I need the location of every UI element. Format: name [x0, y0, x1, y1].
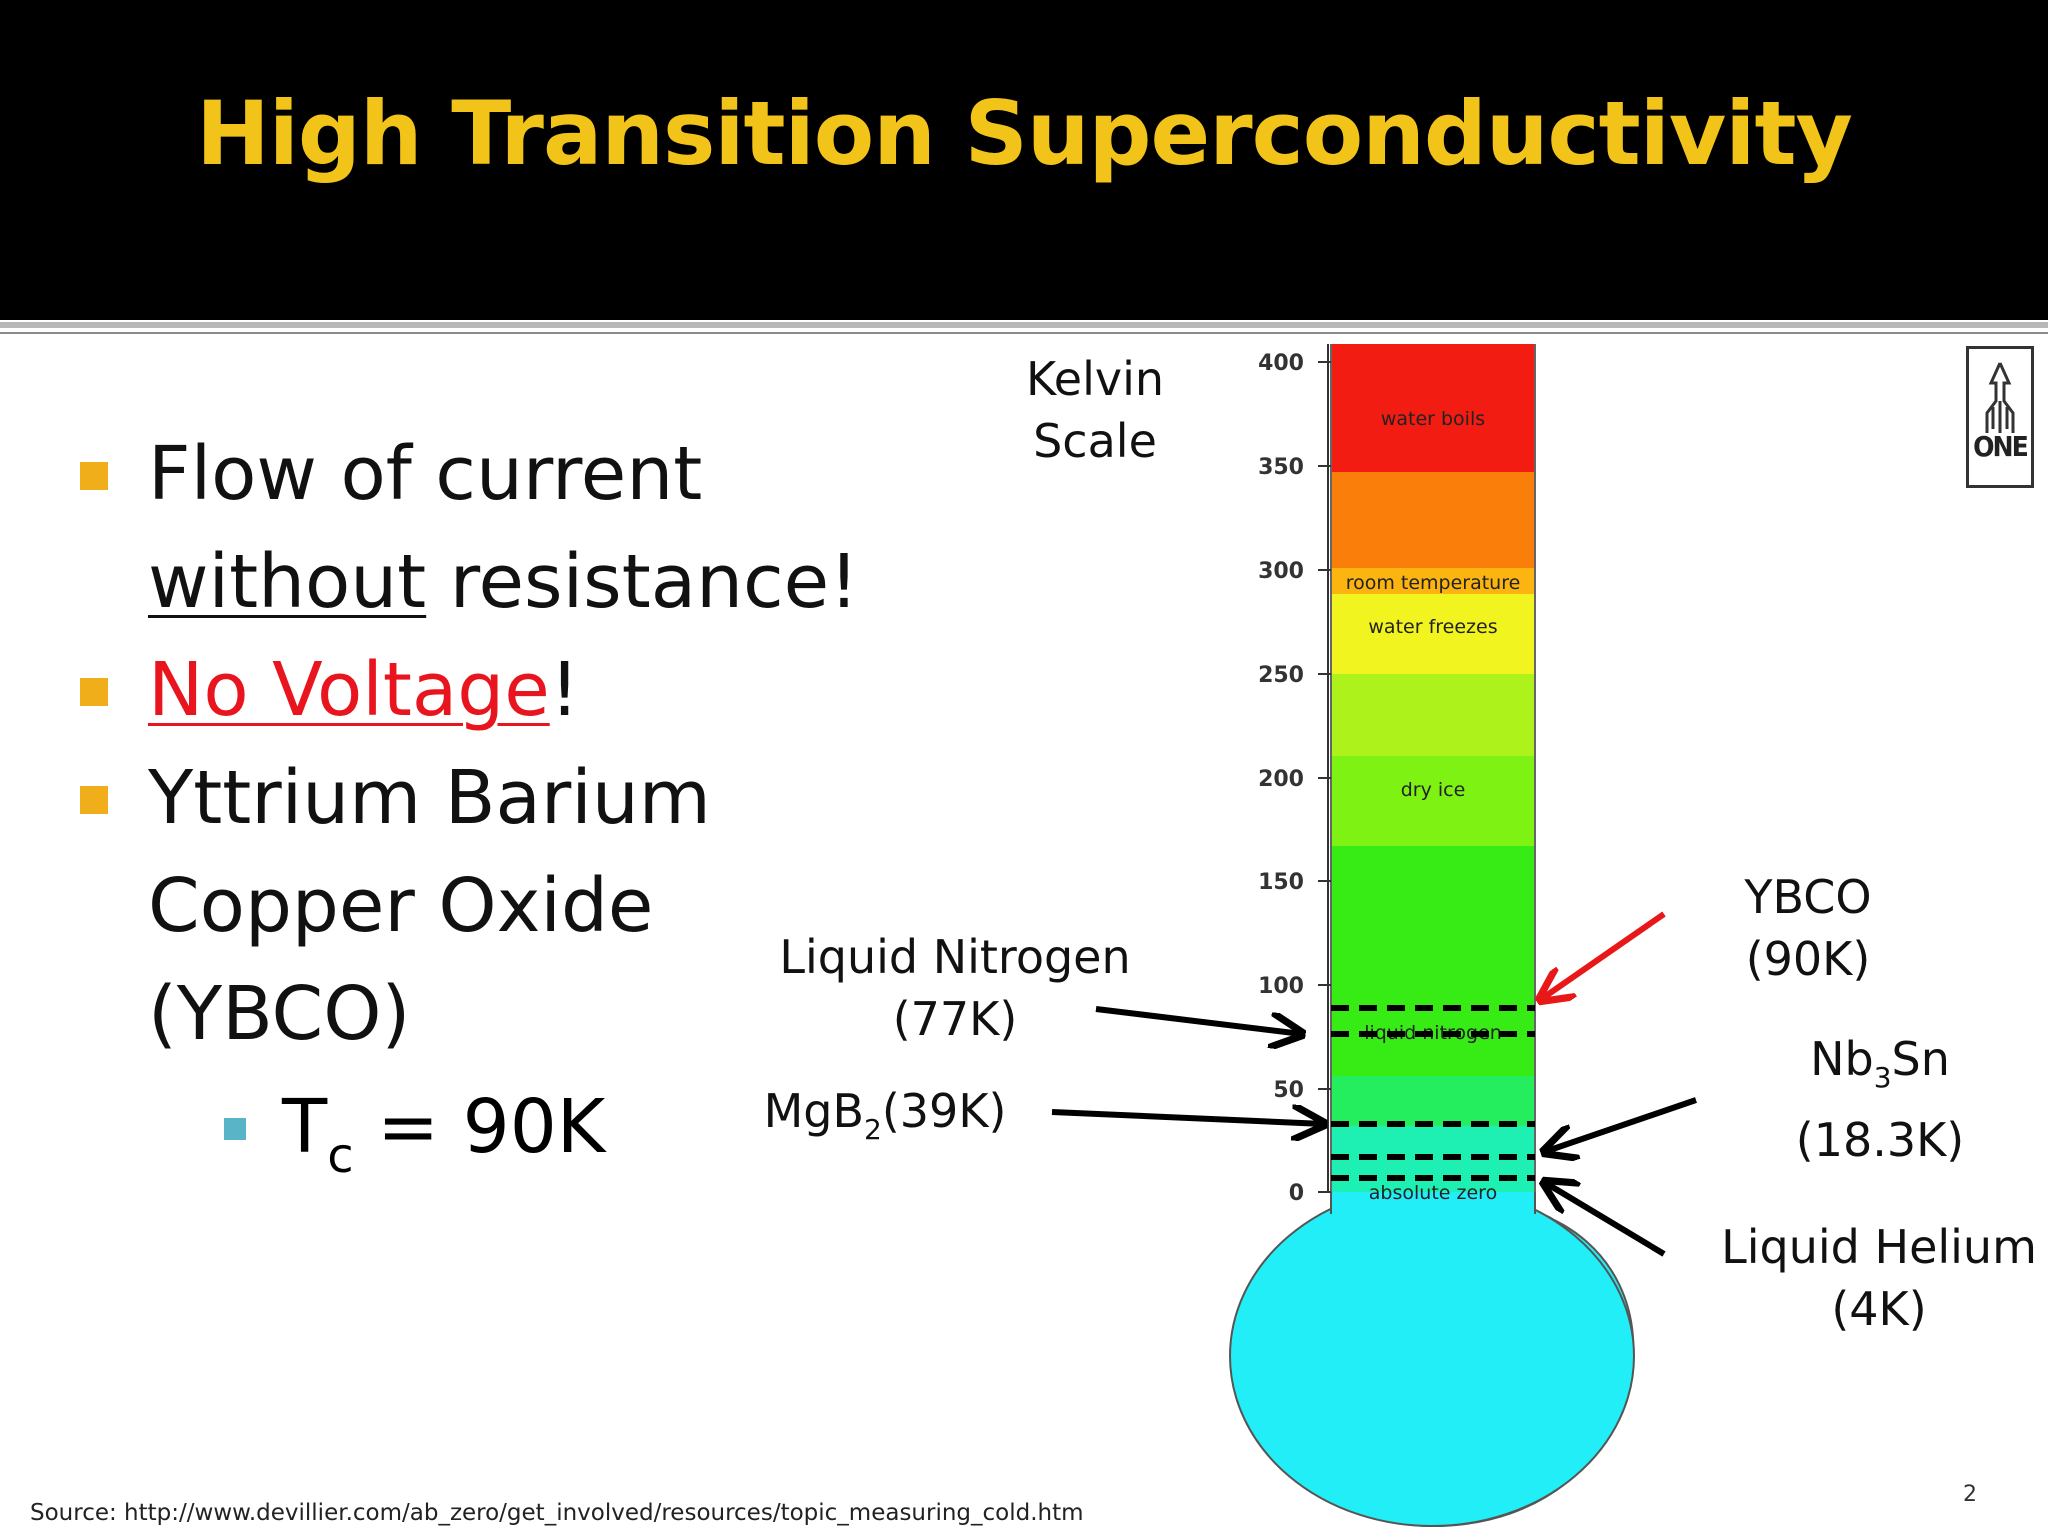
label-line: YBCO	[1744, 870, 1872, 924]
arrow-liquid-nitrogen	[1095, 1006, 1302, 1034]
bullet-flow-of-current: Flow of current without resistance!	[70, 420, 890, 636]
label-subscript: 2	[864, 1113, 882, 1146]
label-mgb2: MgB2(39K)	[740, 1080, 1030, 1161]
tick-label: 100	[1258, 974, 1304, 999]
band-label-water-boils: water boils	[1381, 408, 1485, 430]
label-nb3sn: Nb3Sn (18.3K)	[1720, 1028, 2040, 1171]
bullet-text: Copper Oxide	[148, 863, 654, 949]
one-lab-logo: ONE	[1966, 346, 2034, 488]
label-ybco: YBCO (90K)	[1700, 866, 1916, 990]
arrow-liquid-helium	[1544, 1182, 1666, 1257]
band-red	[1331, 344, 1535, 472]
bullet-marker	[80, 786, 108, 814]
arrow-mgb2	[1051, 1112, 1324, 1124]
logo-text: ONE	[1973, 430, 2029, 463]
underlined-word: without	[148, 539, 427, 625]
label-line: (77K)	[892, 992, 1018, 1046]
sub-bullet-tc: Tc = 90K	[210, 1072, 890, 1211]
label-line: Liquid Nitrogen	[779, 930, 1131, 984]
bullet-ybco: Yttrium Barium Copper Oxide (YBCO)	[70, 744, 890, 1068]
tick-label: 150	[1258, 870, 1304, 895]
band-orange	[1331, 472, 1535, 568]
tc-value: = 90K	[353, 1084, 606, 1170]
no-voltage-link[interactable]: No Voltage	[148, 647, 550, 733]
bullet-marker	[80, 678, 108, 706]
tick-label: 0	[1289, 1181, 1304, 1206]
bullet-text: Yttrium Barium	[148, 755, 711, 841]
band-label-room-temperature: room temperature	[1346, 572, 1521, 594]
kelvin-scale-title: Kelvin Scale	[1025, 352, 1165, 468]
tick-label: 400	[1258, 351, 1304, 376]
bullet-text: resistance!	[426, 539, 859, 625]
tick-label: 350	[1258, 455, 1304, 480]
band-yellow	[1331, 594, 1535, 674]
label-text: (39K)	[881, 1084, 1007, 1138]
tick-label: 50	[1273, 1078, 1304, 1103]
bullet-text: (YBCO)	[148, 971, 411, 1057]
tick-label: 250	[1258, 663, 1304, 688]
label-liquid-helium: Liquid Helium (4K)	[1714, 1216, 2044, 1340]
arrow-ybco	[1540, 911, 1666, 1000]
bullet-text: !	[549, 647, 580, 733]
label-subscript: 3	[1873, 1061, 1892, 1094]
sub-bullet-marker	[224, 1118, 246, 1140]
arrow-nb3sn	[1544, 1097, 1697, 1152]
band-label-water-freezes: water freezes	[1368, 616, 1497, 638]
bullet-no-voltage: No Voltage!	[70, 636, 890, 744]
tick-label: 300	[1258, 559, 1304, 584]
band-label-dry-ice: dry ice	[1401, 779, 1466, 801]
temperature-column	[1330, 344, 1536, 1192]
tc-subscript: c	[327, 1128, 354, 1184]
band-green-1	[1331, 756, 1535, 846]
label-line: Liquid Helium	[1721, 1220, 2037, 1274]
source-citation: Source: http://www.devillier.com/ab_zero…	[30, 1500, 1084, 1526]
band-yellow-orange	[1331, 568, 1535, 594]
label-text: Sn (18.3K)	[1795, 1032, 1965, 1167]
band-green-2	[1331, 846, 1535, 1076]
band-yellow-green	[1331, 674, 1535, 756]
label-liquid-nitrogen: Liquid Nitrogen (77K)	[760, 926, 1150, 1050]
bulb-body	[1229, 1185, 1635, 1527]
label-line: (4K)	[1831, 1282, 1927, 1336]
divider	[0, 322, 2048, 328]
label-text: MgB	[763, 1084, 865, 1138]
slide-title: High Transition Superconductivity	[196, 82, 1853, 185]
label-line: (90K)	[1745, 932, 1871, 986]
band-green-3	[1331, 1076, 1535, 1126]
bullet-text: Flow of current	[148, 431, 703, 517]
label-text: Nb	[1810, 1032, 1874, 1086]
tc-symbol: T	[282, 1084, 328, 1170]
kelvin-axis	[1318, 344, 1331, 1193]
page-number: 2	[1963, 1482, 1977, 1507]
divider-thin	[0, 332, 2048, 334]
tick-label: 200	[1258, 767, 1304, 792]
band-label-absolute-zero: absolute zero	[1369, 1182, 1497, 1204]
title-bar	[0, 0, 2048, 320]
bullet-list: Flow of current without resistance! No V…	[70, 420, 890, 1211]
bullet-marker	[80, 462, 108, 490]
